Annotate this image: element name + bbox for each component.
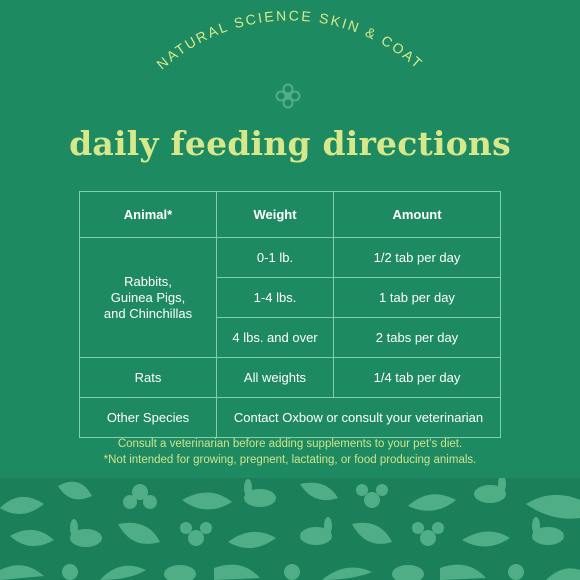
weight-cell: All weights xyxy=(216,357,334,398)
table-row: Rabbits, Guinea Pigs, and Chinchillas 0-… xyxy=(79,237,501,358)
group-animal-line: Guinea Pigs, xyxy=(110,289,186,305)
amount-cell: 1/2 tab per day xyxy=(333,237,501,278)
leaf-icon xyxy=(546,568,580,580)
weight-cell: 4 lbs. and over xyxy=(216,317,334,358)
bunny-icon xyxy=(392,565,424,580)
table-row: 1-4 lbs. 1 tab per day xyxy=(80,277,501,318)
table-row: 4 lbs. and over 2 tabs per day xyxy=(80,317,501,358)
amount-cell: 2 tabs per day xyxy=(333,317,501,358)
leaf-icon xyxy=(100,565,146,580)
pattern-art xyxy=(0,478,580,580)
blossom-icon xyxy=(508,564,524,580)
flower-emblem-icon xyxy=(275,83,301,109)
leaf-icon xyxy=(58,481,92,500)
amount-cell: 1 tab per day xyxy=(333,277,501,318)
leaf-icon xyxy=(322,567,372,580)
bunny-icon xyxy=(164,565,196,580)
brand-line: NATURAL SCIENCE SKIN & COAT xyxy=(153,7,424,72)
weight-cell: 0-1 lb. xyxy=(216,237,334,278)
header-animal: Animal* xyxy=(79,191,217,238)
footnotes: Consult a veterinarian before adding sup… xyxy=(0,436,580,468)
header-weight: Weight xyxy=(216,191,334,238)
blossom-icon xyxy=(420,530,436,546)
feeding-table: Animal* Weight Amount Rabbits, Guinea Pi… xyxy=(79,191,501,438)
table-header-row: Animal* Weight Amount xyxy=(79,191,501,238)
blossom-icon xyxy=(188,530,204,546)
table-row: Rats All weights 1/4 tab per day xyxy=(79,357,501,398)
other-species-note: Contact Oxbow or consult your veterinari… xyxy=(216,397,501,438)
leaf-icon xyxy=(214,564,260,580)
decorative-pattern-band xyxy=(0,478,580,580)
animal-cell-rats: Rats xyxy=(79,357,217,398)
blossom-icon xyxy=(132,484,148,500)
bunny-icon xyxy=(532,527,564,545)
svg-text:NATURAL SCIENCE SKIN & COAT: NATURAL SCIENCE SKIN & COAT xyxy=(153,7,426,72)
blossom-icon xyxy=(284,564,300,580)
leaf-icon xyxy=(462,531,510,547)
animal-cell-other: Other Species xyxy=(79,397,217,438)
brand-arc-title: NATURAL SCIENCE SKIN & COAT xyxy=(153,7,426,72)
bunny-icon xyxy=(300,527,332,545)
leaf-icon xyxy=(440,564,486,580)
page-title: daily feeding directions xyxy=(69,124,511,163)
group-animal-line: Rabbits, xyxy=(124,273,172,289)
leaf-icon xyxy=(352,522,392,544)
leaf-icon xyxy=(0,496,44,515)
leaf-icon xyxy=(0,565,44,580)
leaf-icon xyxy=(182,492,232,510)
leaf-icon xyxy=(408,494,456,511)
table-row: Other Species Contact Oxbow or consult y… xyxy=(79,397,501,438)
bunny-icon xyxy=(474,485,506,503)
leaf-icon xyxy=(228,531,276,549)
blossom-icon xyxy=(62,564,78,580)
blossom-icon xyxy=(364,492,380,508)
leaf-icon xyxy=(118,522,160,544)
footnote-disclaimer: *Not intended for growing, pregnent, lac… xyxy=(103,454,477,466)
leaf-icon xyxy=(300,482,338,501)
weight-cell: 1-4 lbs. xyxy=(216,277,334,318)
leaf-icon xyxy=(526,494,580,519)
bunny-icon xyxy=(244,489,276,507)
header-amount: Amount xyxy=(333,191,501,238)
leaf-icon xyxy=(10,529,54,547)
footnote-consult: Consult a veterinarian before adding sup… xyxy=(117,438,463,450)
group-animal-cell: Rabbits, Guinea Pigs, and Chinchillas xyxy=(79,237,217,358)
amount-cell: 1/4 tab per day xyxy=(333,357,501,398)
bunny-icon xyxy=(70,529,102,547)
group-animal-line: and Chinchillas xyxy=(103,305,193,321)
